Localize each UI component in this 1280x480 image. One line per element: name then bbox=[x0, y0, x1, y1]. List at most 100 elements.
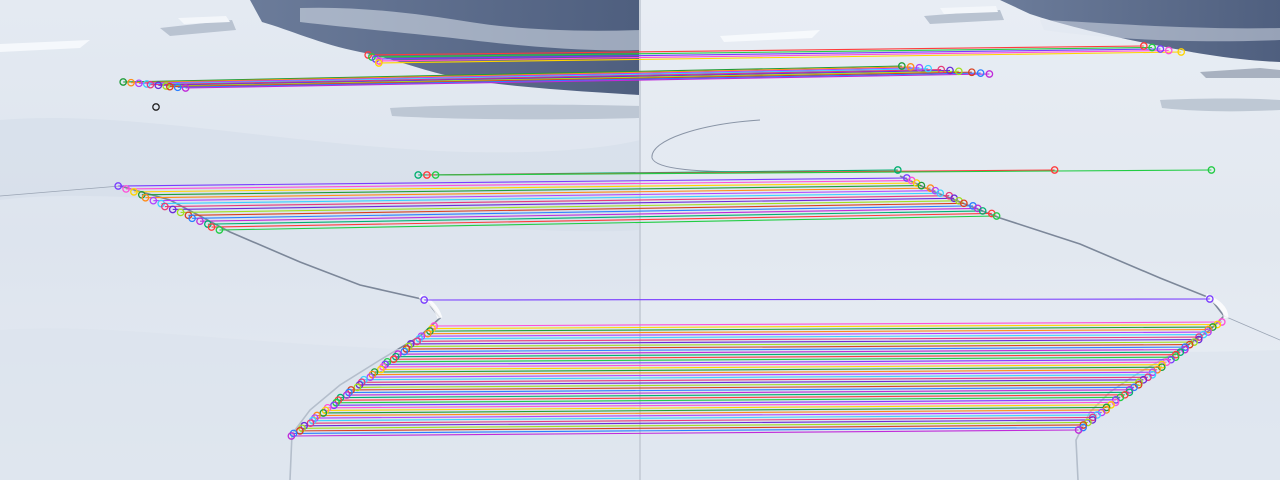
keypoint bbox=[181, 84, 190, 92]
match-line bbox=[419, 334, 1204, 340]
keypoint bbox=[954, 67, 963, 76]
keypoint bbox=[1074, 426, 1083, 434]
match-line bbox=[325, 404, 1112, 411]
keypoint bbox=[414, 171, 423, 179]
keypoint bbox=[423, 329, 432, 338]
keypoint bbox=[1164, 46, 1173, 55]
keypoint bbox=[161, 202, 169, 211]
match-line bbox=[408, 341, 1195, 348]
keypoint bbox=[149, 196, 158, 205]
match-line bbox=[172, 197, 955, 211]
match-line bbox=[141, 185, 922, 196]
keypoint bbox=[915, 63, 924, 72]
keypoint bbox=[215, 226, 224, 234]
match-line bbox=[424, 298, 1210, 301]
match-line bbox=[429, 326, 1213, 332]
keypoint bbox=[130, 188, 138, 196]
keypoint bbox=[420, 296, 429, 304]
match-line bbox=[371, 46, 1153, 58]
match-line bbox=[378, 51, 1182, 64]
match-line bbox=[158, 69, 951, 86]
match-line bbox=[161, 192, 941, 205]
match-line bbox=[346, 389, 1130, 396]
match-line bbox=[180, 200, 960, 213]
match-line bbox=[410, 339, 1199, 345]
keypoint bbox=[1156, 45, 1165, 53]
keypoint bbox=[366, 373, 375, 382]
keypoint bbox=[377, 365, 385, 374]
match-line bbox=[146, 68, 929, 85]
match-line bbox=[207, 210, 983, 225]
keypoint bbox=[946, 66, 954, 75]
keypoint bbox=[154, 81, 163, 90]
match-line bbox=[387, 356, 1176, 363]
keypoint bbox=[1050, 166, 1059, 174]
keypoint bbox=[114, 182, 123, 190]
match-line bbox=[340, 391, 1130, 399]
match-line bbox=[192, 205, 973, 219]
match-line bbox=[145, 187, 931, 199]
keypoint bbox=[135, 79, 143, 88]
match-line bbox=[363, 374, 1153, 381]
feature-matches bbox=[118, 45, 1222, 437]
match-line bbox=[359, 379, 1144, 386]
keypoint bbox=[917, 181, 926, 190]
keypoint bbox=[906, 63, 915, 71]
match-line bbox=[333, 399, 1116, 406]
match-line bbox=[404, 346, 1186, 353]
match-line bbox=[427, 328, 1209, 335]
keypoint bbox=[893, 166, 902, 174]
match-line bbox=[153, 190, 936, 202]
keypoint bbox=[423, 171, 431, 179]
left-image bbox=[0, 0, 640, 480]
match-line bbox=[393, 354, 1176, 360]
keypoint bbox=[1148, 43, 1156, 52]
keypoint bbox=[342, 391, 351, 399]
match-line bbox=[302, 421, 1088, 429]
match-line bbox=[131, 66, 911, 84]
match-line bbox=[379, 49, 1169, 62]
keypoint bbox=[400, 347, 409, 356]
match-line bbox=[380, 364, 1163, 371]
match-line bbox=[314, 411, 1102, 419]
keypoint bbox=[152, 103, 160, 111]
match-line bbox=[361, 376, 1148, 383]
keypoint bbox=[176, 208, 185, 217]
match-line bbox=[138, 67, 920, 84]
keypoint bbox=[389, 355, 398, 364]
keypoint bbox=[374, 59, 383, 67]
match-line bbox=[310, 416, 1093, 424]
match-line bbox=[397, 349, 1185, 355]
keypoint bbox=[127, 78, 135, 87]
keypoint bbox=[122, 185, 130, 193]
keypoint bbox=[141, 193, 150, 202]
keypoint bbox=[976, 69, 985, 77]
match-line bbox=[434, 321, 1222, 327]
keypoint bbox=[960, 199, 968, 208]
match-line bbox=[385, 359, 1172, 365]
keypoint bbox=[188, 214, 196, 223]
keypoint bbox=[978, 207, 987, 215]
match-line bbox=[150, 69, 942, 86]
match-line bbox=[118, 177, 907, 187]
match-line bbox=[291, 429, 1079, 437]
keypoint bbox=[368, 53, 376, 61]
match-line bbox=[432, 323, 1218, 330]
keypoint bbox=[173, 83, 182, 92]
match-line bbox=[199, 207, 978, 222]
keypoint bbox=[1205, 295, 1214, 303]
keypoint bbox=[1177, 48, 1186, 56]
match-line bbox=[316, 409, 1107, 417]
keypoint bbox=[162, 82, 171, 90]
image-divider bbox=[639, 0, 641, 480]
match-line bbox=[177, 72, 981, 88]
keypoint bbox=[353, 383, 362, 392]
feature-keypoints bbox=[114, 42, 1226, 440]
keypoint bbox=[897, 62, 906, 70]
keypoint bbox=[319, 409, 328, 417]
keypoint bbox=[992, 212, 1001, 220]
keypoint bbox=[207, 223, 216, 231]
match-line bbox=[166, 70, 959, 87]
match-line bbox=[169, 71, 972, 88]
